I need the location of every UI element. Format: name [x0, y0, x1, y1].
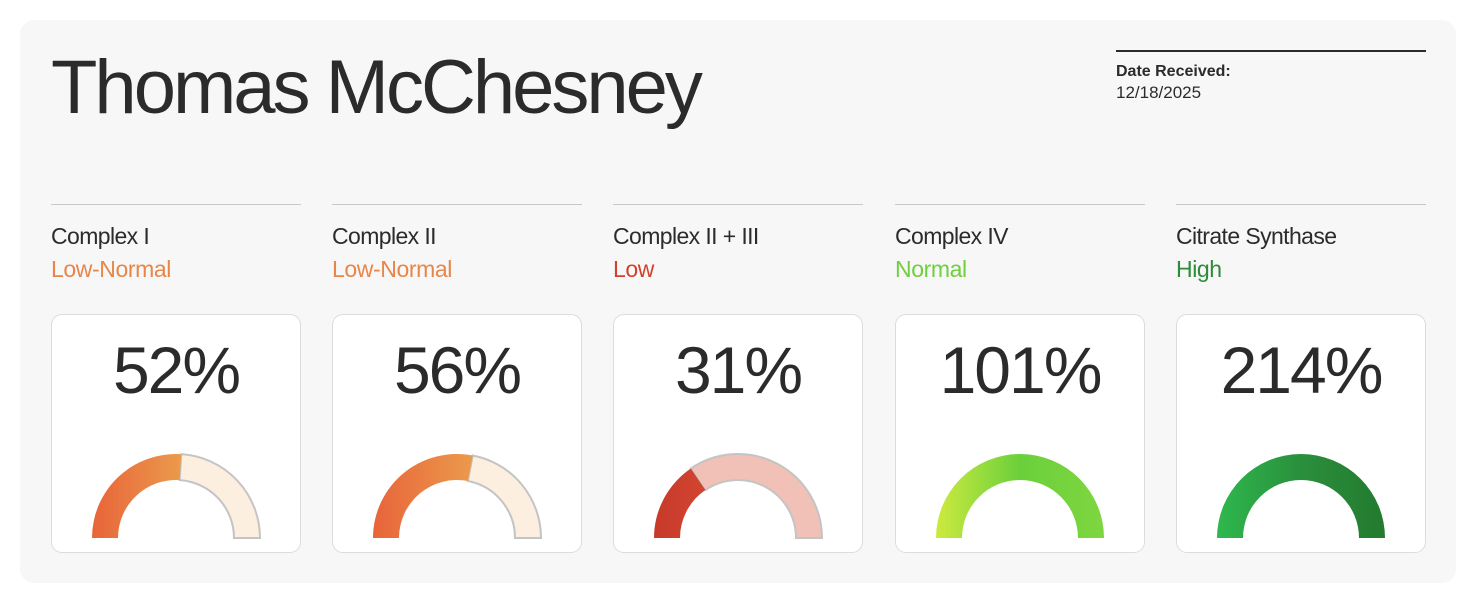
- assay-card: 52%: [51, 314, 301, 553]
- assay-percent: 52%: [112, 333, 241, 407]
- gauge-fill: [373, 454, 473, 538]
- gauge-chart: [373, 454, 543, 539]
- assay-citrate-synthase: Citrate Synthase High 214%: [1176, 204, 1426, 554]
- assay-card: 56%: [332, 314, 582, 553]
- assay-card: 101%: [895, 314, 1145, 553]
- assay-percent: 101%: [939, 333, 1103, 407]
- gauge-chart: [936, 454, 1104, 538]
- gauge-fill: [1217, 454, 1385, 538]
- assay-name: Complex II: [332, 223, 437, 249]
- assay-card: 214%: [1176, 314, 1426, 553]
- assay-divider: [51, 204, 301, 205]
- report-panel: Thomas McChesney Date Received: 12/18/20…: [20, 20, 1456, 583]
- gauge-fill: [654, 468, 706, 538]
- assay-status: Low-Normal: [51, 256, 171, 282]
- assay-results: Complex I Low-Normal 52% Complex II Low-…: [51, 204, 1426, 554]
- assay-complex-ii: Complex II Low-Normal 56%: [332, 204, 582, 554]
- gauge-chart: [654, 453, 824, 539]
- assay-status: Low-Normal: [332, 256, 452, 282]
- assay-divider: [613, 204, 863, 205]
- assay-status: Normal: [895, 256, 967, 282]
- assay-status: Low: [613, 256, 654, 282]
- gauge-track: [178, 453, 262, 539]
- gauge-track: [466, 454, 543, 539]
- assay-status: High: [1176, 256, 1222, 282]
- assay-complex-i: Complex I Low-Normal 52%: [51, 204, 301, 554]
- patient-name: Thomas McChesney: [51, 45, 703, 130]
- assay-percent: 214%: [1220, 333, 1384, 407]
- date-received-label: Date Received:: [1116, 63, 1231, 80]
- gauge-track: [689, 453, 824, 539]
- assay-name: Citrate Synthase: [1176, 223, 1337, 249]
- gauge-chart: [1217, 454, 1385, 538]
- gauge-chart: [92, 453, 262, 539]
- assay-complex-ii-iii: Complex II + III Low 31%: [613, 204, 863, 554]
- date-received: Date Received: 12/18/2025: [1116, 50, 1426, 104]
- assay-divider: [1176, 204, 1426, 205]
- date-received-value: 12/18/2025: [1116, 83, 1202, 102]
- assay-percent: 56%: [393, 333, 522, 407]
- assay-complex-iv: Complex IV Normal 101%: [895, 204, 1145, 554]
- assay-name: Complex II + III: [613, 223, 759, 249]
- gauge-fill: [92, 454, 182, 538]
- assay-name: Complex IV: [895, 223, 1008, 249]
- gauge-fill: [936, 454, 1104, 538]
- assay-card: 31%: [613, 314, 863, 553]
- assay-name: Complex I: [51, 223, 150, 249]
- assay-divider: [895, 204, 1145, 205]
- assay-percent: 31%: [674, 333, 803, 407]
- assay-divider: [332, 204, 582, 205]
